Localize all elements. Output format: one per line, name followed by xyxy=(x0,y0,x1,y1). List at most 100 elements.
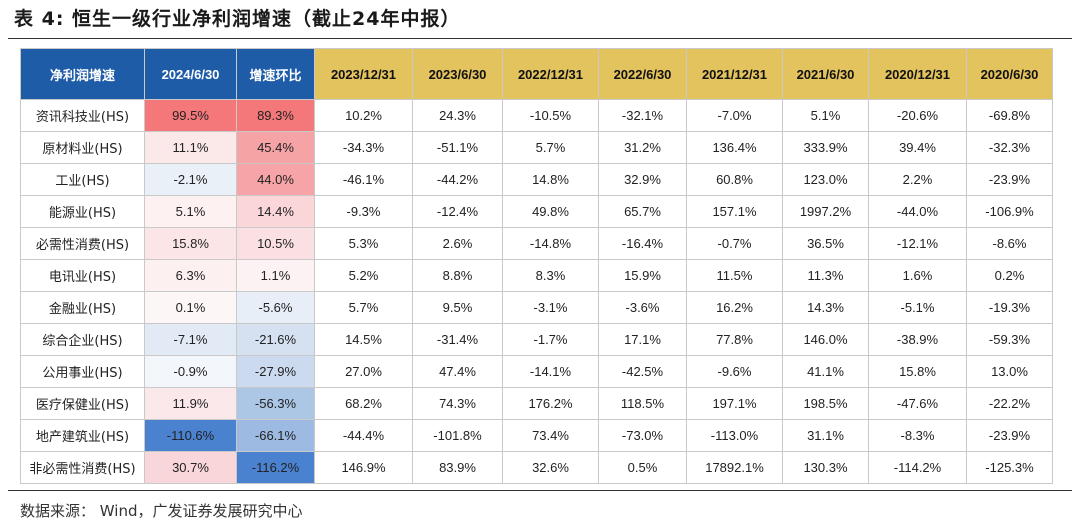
table-row: 非必需性消费(HS) 30.7% -116.2% 146.9% 83.9% 32.6% 0.… xyxy=(20,451,1053,484)
industry-name-cell: 原材料业(HS) xyxy=(20,131,145,164)
growth-value-cell: -125.3% xyxy=(966,451,1053,484)
growth-value-cell: -12.4% xyxy=(412,195,503,228)
table-row: 综合企业(HS) -7.1% -21.6% 14.5% -31.4% -1.7% 17.1%… xyxy=(20,323,1053,356)
growth-value-cell: -14.8% xyxy=(502,227,599,260)
growth-value-cell: -21.6% xyxy=(236,323,315,356)
growth-value-cell: -113.0% xyxy=(686,419,783,452)
growth-value-cell: -5.1% xyxy=(868,291,967,324)
growth-value-cell: 14.5% xyxy=(314,323,413,356)
growth-value-cell: 2.6% xyxy=(412,227,503,260)
header-cell: 2021/12/31 xyxy=(686,48,783,100)
header-cell: 2020/12/31 xyxy=(868,48,967,100)
growth-value-cell: 15.8% xyxy=(144,227,237,260)
growth-value-cell: 11.3% xyxy=(782,259,869,292)
growth-value-cell: 1.6% xyxy=(868,259,967,292)
growth-value-cell: 0.5% xyxy=(598,451,687,484)
growth-value-cell: -32.1% xyxy=(598,99,687,132)
table-row: 金融业(HS) 0.1% -5.6% 5.7% 9.5% -3.1% -3.6% 16.2% 1… xyxy=(20,291,1053,324)
growth-value-cell: -2.1% xyxy=(144,163,237,196)
industry-name-cell: 非必需性消费(HS) xyxy=(20,451,145,484)
growth-value-cell: 1.1% xyxy=(236,259,315,292)
growth-value-cell: -44.0% xyxy=(868,195,967,228)
growth-value-cell: 24.3% xyxy=(412,99,503,132)
growth-value-cell: -56.3% xyxy=(236,387,315,420)
growth-value-cell: 5.1% xyxy=(144,195,237,228)
growth-value-cell: 11.5% xyxy=(686,259,783,292)
growth-value-cell: 5.1% xyxy=(782,99,869,132)
header-cell: 2023/6/30 xyxy=(412,48,503,100)
growth-value-cell: 16.2% xyxy=(686,291,783,324)
industry-name-cell: 能源业(HS) xyxy=(20,195,145,228)
growth-value-cell: 0.1% xyxy=(144,291,237,324)
growth-value-cell: 14.8% xyxy=(502,163,599,196)
growth-value-cell: -7.1% xyxy=(144,323,237,356)
industry-name-cell: 公用事业(HS) xyxy=(20,355,145,388)
growth-value-cell: -3.6% xyxy=(598,291,687,324)
growth-value-cell: -38.9% xyxy=(868,323,967,356)
growth-value-cell: 130.3% xyxy=(782,451,869,484)
table-row: 资讯科技业(HS) 99.5% 89.3% 10.2% 24.3% -10.5% -32.1… xyxy=(20,99,1053,132)
growth-value-cell: 146.9% xyxy=(314,451,413,484)
growth-value-cell: -9.6% xyxy=(686,355,783,388)
industry-name-cell: 电讯业(HS) xyxy=(20,259,145,292)
growth-value-cell: 8.8% xyxy=(412,259,503,292)
growth-value-cell: 41.1% xyxy=(782,355,869,388)
growth-value-cell: 30.7% xyxy=(144,451,237,484)
growth-value-cell: 10.2% xyxy=(314,99,413,132)
growth-value-cell: 32.9% xyxy=(598,163,687,196)
growth-value-cell: 60.8% xyxy=(686,163,783,196)
growth-value-cell: 11.1% xyxy=(144,131,237,164)
growth-value-cell: -106.9% xyxy=(966,195,1053,228)
growth-value-cell: -0.7% xyxy=(686,227,783,260)
growth-value-cell: -47.6% xyxy=(868,387,967,420)
growth-value-cell: -101.8% xyxy=(412,419,503,452)
growth-value-cell: -44.4% xyxy=(314,419,413,452)
growth-value-cell: 11.9% xyxy=(144,387,237,420)
growth-value-cell: -114.2% xyxy=(868,451,967,484)
growth-value-cell: -46.1% xyxy=(314,163,413,196)
growth-value-cell: 65.7% xyxy=(598,195,687,228)
growth-value-cell: -44.2% xyxy=(412,163,503,196)
growth-value-cell: 47.4% xyxy=(412,355,503,388)
growth-value-cell: 176.2% xyxy=(502,387,599,420)
growth-value-cell: 89.3% xyxy=(236,99,315,132)
industry-name-cell: 必需性消费(HS) xyxy=(20,227,145,260)
growth-value-cell: -8.3% xyxy=(868,419,967,452)
growth-value-cell: 45.4% xyxy=(236,131,315,164)
industry-name-cell: 地产建筑业(HS) xyxy=(20,419,145,452)
header-cell: 2022/12/31 xyxy=(502,48,599,100)
growth-value-cell: 32.6% xyxy=(502,451,599,484)
table-body: 资讯科技业(HS) 99.5% 89.3% 10.2% 24.3% -10.5% -32.1… xyxy=(20,99,1053,484)
growth-value-cell: 1997.2% xyxy=(782,195,869,228)
growth-value-cell: 17.1% xyxy=(598,323,687,356)
growth-value-cell: 36.5% xyxy=(782,227,869,260)
growth-value-cell: 27.0% xyxy=(314,355,413,388)
growth-value-cell: 118.5% xyxy=(598,387,687,420)
industry-name-cell: 工业(HS) xyxy=(20,163,145,196)
growth-value-cell: 15.8% xyxy=(868,355,967,388)
growth-value-cell: -8.6% xyxy=(966,227,1053,260)
growth-value-cell: 5.2% xyxy=(314,259,413,292)
growth-value-cell: -34.3% xyxy=(314,131,413,164)
growth-value-cell: 5.7% xyxy=(314,291,413,324)
table-row: 原材料业(HS) 11.1% 45.4% -34.3% -51.1% 5.7% 31.2% 1… xyxy=(20,131,1053,164)
growth-value-cell: -27.9% xyxy=(236,355,315,388)
growth-value-cell: -31.4% xyxy=(412,323,503,356)
growth-value-cell: 5.7% xyxy=(502,131,599,164)
growth-value-cell: -69.8% xyxy=(966,99,1053,132)
growth-value-cell: 99.5% xyxy=(144,99,237,132)
growth-value-cell: -9.3% xyxy=(314,195,413,228)
table-row: 医疗保健业(HS) 11.9% -56.3% 68.2% 74.3% 176.2% 118.… xyxy=(20,387,1053,420)
growth-value-cell: 39.4% xyxy=(868,131,967,164)
growth-value-cell: 9.5% xyxy=(412,291,503,324)
bottom-rule xyxy=(8,490,1072,491)
growth-value-cell: 44.0% xyxy=(236,163,315,196)
header-cell: 2020/6/30 xyxy=(966,48,1053,100)
growth-value-cell: 74.3% xyxy=(412,387,503,420)
growth-value-cell: -51.1% xyxy=(412,131,503,164)
source-note: 数据来源： Wind，广发证券发展研究中心 xyxy=(20,502,303,520)
industry-name-cell: 综合企业(HS) xyxy=(20,323,145,356)
growth-value-cell: -59.3% xyxy=(966,323,1053,356)
growth-value-cell: 15.9% xyxy=(598,259,687,292)
header-cell: 增速环比 xyxy=(236,48,315,100)
